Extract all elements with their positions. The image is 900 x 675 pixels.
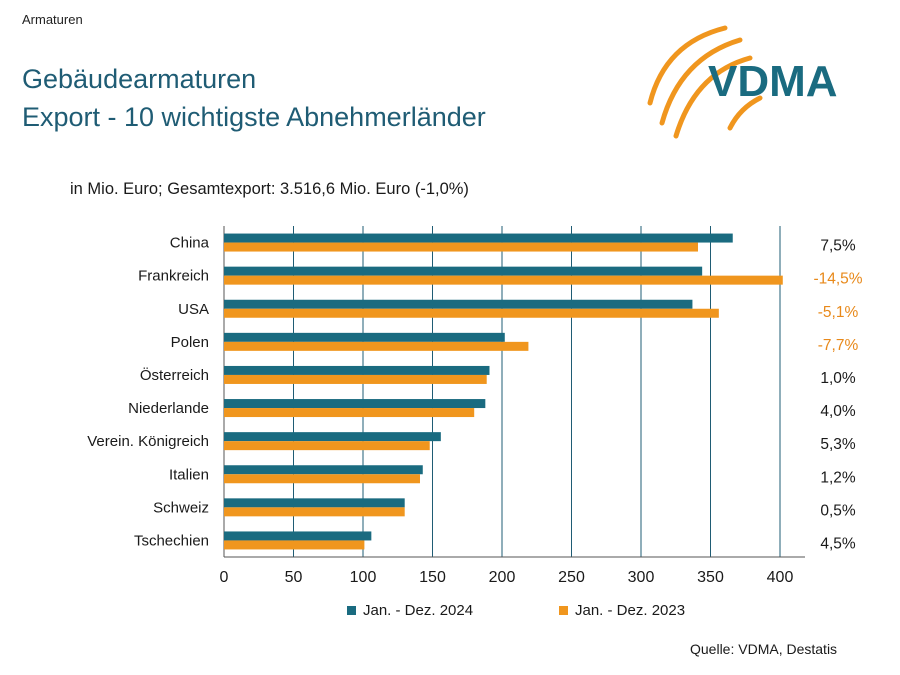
logo-text: VDMA — [708, 57, 838, 106]
bar-2023 — [224, 540, 365, 550]
x-tick-label: 200 — [489, 569, 516, 586]
legend-swatch-2024 — [347, 606, 356, 615]
page-title: Gebäudearmaturen Export - 10 wichtigste … — [22, 60, 486, 136]
bar-2023 — [224, 507, 405, 517]
category-label: Österreich — [140, 366, 209, 384]
category-label: Italien — [169, 466, 209, 483]
change-label: 4,0% — [820, 403, 856, 420]
x-axis-ticks: 0 50 100 150 200 250 300 350 400 — [220, 569, 794, 586]
legend-label-2023: Jan. - Dez. 2023 — [575, 602, 685, 619]
bar-2023 — [224, 441, 430, 451]
vdma-logo: VDMA — [647, 25, 838, 139]
section-label: Armaturen — [22, 12, 83, 27]
category-label: USA — [178, 301, 209, 318]
category-label: Verein. Königreich — [87, 433, 209, 450]
chart-subtitle: in Mio. Euro; Gesamtexport: 3.516,6 Mio.… — [70, 180, 469, 198]
legend: Jan. - Dez. 2024 Jan. - Dez. 2023 — [347, 602, 685, 619]
bar-2024 — [224, 233, 733, 243]
x-tick-label: 0 — [220, 569, 229, 586]
bar-2024 — [224, 498, 405, 508]
change-label: 1,2% — [820, 469, 856, 486]
title-line-2: Export - 10 wichtigste Abnehmerländer — [22, 102, 486, 132]
change-label: -7,7% — [818, 337, 859, 354]
category-labels: China Frankreich USA Polen Österreich Niederl… — [87, 235, 209, 550]
bar-2024 — [224, 299, 693, 309]
bar-2024 — [224, 332, 505, 342]
category-label: Schweiz — [153, 499, 209, 516]
x-tick-label: 300 — [628, 569, 655, 586]
bar-2023 — [224, 374, 487, 384]
change-labels: 7,5% -14,5% -5,1% -7,7% 1,0% 4,0% 5,3% 1,2% 0,5%… — [813, 238, 862, 553]
source-note: Quelle: VDMA, Destatis — [690, 641, 838, 657]
bar-2024 — [224, 399, 486, 409]
x-tick-label: 50 — [285, 569, 303, 586]
x-tick-label: 250 — [558, 569, 585, 586]
change-label: 4,5% — [820, 535, 856, 552]
bar-2023 — [224, 341, 529, 351]
bar-2024 — [224, 432, 441, 442]
change-label: -5,1% — [818, 304, 859, 321]
change-label: 0,5% — [820, 502, 856, 519]
x-tick-label: 100 — [350, 569, 377, 586]
bar-2023 — [224, 308, 719, 318]
bars-layer — [224, 233, 783, 550]
bar-2024 — [224, 465, 423, 475]
category-label: Niederlande — [128, 400, 209, 417]
bar-2023 — [224, 474, 420, 484]
category-label: Frankreich — [138, 268, 209, 285]
change-label: 5,3% — [820, 436, 856, 453]
legend-swatch-2023 — [559, 606, 568, 615]
logo-arcs-icon — [647, 25, 763, 139]
bar-2023 — [224, 408, 475, 418]
x-tick-label: 150 — [419, 569, 446, 586]
bar-2024 — [224, 266, 703, 276]
bar-2023 — [224, 242, 698, 252]
category-label: Polen — [171, 334, 209, 351]
category-label: Tschechien — [134, 532, 209, 549]
bar-2023 — [224, 275, 783, 285]
x-tick-label: 350 — [697, 569, 724, 586]
bar-2024 — [224, 531, 372, 541]
title-line-1: Gebäudearmaturen — [22, 64, 257, 94]
change-label: -14,5% — [813, 271, 862, 288]
legend-label-2024: Jan. - Dez. 2024 — [363, 602, 473, 619]
x-tick-label: 400 — [767, 569, 794, 586]
change-label: 7,5% — [820, 238, 856, 255]
category-label: China — [170, 235, 210, 252]
bar-2024 — [224, 365, 490, 375]
change-label: 1,0% — [820, 370, 856, 387]
